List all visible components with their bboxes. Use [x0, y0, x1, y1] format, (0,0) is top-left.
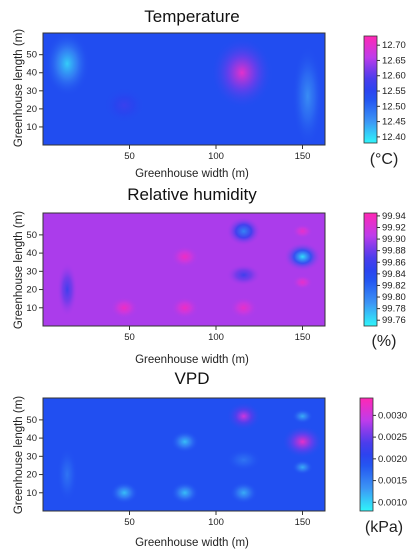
y-tick-label: 30 [26, 86, 37, 97]
y-tick-label: 40 [26, 68, 37, 79]
heatmap-blob [56, 447, 78, 502]
colorbar-tick-label: 0.0025 [378, 432, 407, 443]
colorbar-unit: (kPa) [365, 519, 403, 536]
colorbar-tick-label: 99.90 [382, 234, 406, 245]
colorbar-tick-label: 99.94 [382, 211, 406, 222]
x-tick-label: 150 [295, 517, 311, 528]
y-tick-label: 20 [26, 285, 37, 296]
colorbar [363, 212, 378, 327]
heatmap-blob [110, 296, 139, 319]
heatmap-background [43, 33, 325, 145]
heatmap-blob [171, 245, 199, 268]
x-axis-label: Greenhouse width (m) [135, 168, 249, 180]
heatmap-blob [226, 449, 261, 471]
colorbar-tick-label: 0.0010 [378, 497, 407, 508]
heatmap-blob [292, 45, 324, 145]
colorbar-tick-label: 99.92 [382, 222, 406, 233]
y-tick-label: 50 [26, 415, 37, 426]
heatmap-blob [229, 296, 258, 319]
heatmap-blob [292, 223, 313, 239]
colorbar-tick-label: 99.88 [382, 246, 406, 257]
plot-frame [42, 397, 326, 512]
y-tick-label: 10 [26, 488, 37, 499]
panel-temperature: Temperature Greenhouse width (m) Greenho… [13, 7, 406, 180]
colorbar-unit: (%) [372, 333, 397, 350]
colorbar-tick-label: 99.84 [382, 269, 406, 280]
heatmap-blob [226, 216, 261, 246]
colorbar-tick-label: 12.40 [382, 132, 406, 143]
colorbar-tick-label: 12.70 [382, 40, 406, 51]
colorbar-tick-label: 12.60 [382, 71, 406, 82]
colorbar-tick-label: 99.80 [382, 292, 406, 303]
heatmap-blob [292, 459, 313, 475]
plot-frame [42, 32, 326, 146]
heatmap-blob [56, 262, 78, 317]
y-tick-label: 20 [26, 104, 37, 115]
colorbar-tick-label: 12.55 [382, 86, 406, 97]
colorbar-tick-label: 99.82 [382, 280, 406, 291]
colorbar-tick-label: 12.50 [382, 101, 406, 112]
y-tick-label: 10 [26, 303, 37, 314]
heatmap-blob [226, 264, 261, 286]
panel-title: Temperature [144, 7, 239, 26]
y-axis-label: Greenhouse length (m) [13, 211, 25, 329]
plot-frame [42, 212, 326, 327]
y-axis-label: Greenhouse length (m) [13, 29, 25, 147]
heatmap-blob [210, 36, 274, 109]
heatmap-blob [229, 481, 258, 504]
colorbar-tick-label: 0.0030 [378, 410, 407, 421]
heatmap-blob [110, 481, 139, 504]
heatmap-blob [171, 296, 199, 319]
x-tick-label: 150 [295, 151, 311, 162]
heatmap-blob [283, 242, 322, 272]
colorbar-unit: (°C) [370, 151, 399, 168]
x-axis-label: Greenhouse width (m) [135, 354, 249, 366]
x-tick-label: 100 [208, 332, 224, 343]
panel-title: VPD [175, 369, 210, 388]
x-tick-label: 50 [124, 332, 135, 343]
heatmap-area: 50 100 150 10 20 30 40 50 0.0030 0.0025 0.0020 0.00… [26, 397, 407, 528]
heatmap-blob [226, 401, 261, 431]
x-tick-label: 100 [208, 151, 224, 162]
colorbar-tick-label: 0.0015 [378, 476, 407, 487]
heatmap-area: 50 100 150 10 20 30 40 50 12.40 12.45 12.50 12.55 12… [26, 32, 406, 162]
y-tick-label: 20 [26, 470, 37, 481]
colorbar [363, 35, 378, 144]
heatmap-blob [171, 481, 199, 504]
y-tick-label: 10 [26, 122, 37, 133]
colorbar-tick-label: 12.65 [382, 55, 406, 66]
colorbar-tick-label: 99.76 [382, 315, 406, 326]
heatmap-blob [281, 425, 324, 459]
y-tick-label: 30 [26, 266, 37, 277]
y-tick-label: 40 [26, 433, 37, 444]
x-tick-label: 150 [295, 332, 311, 343]
panel-relative-humidity: Relative humidity Greenhouse width (m) G… [13, 185, 406, 366]
heatmap-blob [171, 430, 199, 453]
panel-title: Relative humidity [127, 185, 257, 204]
heatmap-area: 50 100 150102030405099.9499.9299.9099.8899… [26, 211, 405, 343]
colorbar-tick-label: 12.45 [382, 117, 406, 128]
y-tick-label: 30 [26, 451, 37, 462]
x-tick-label: 100 [208, 517, 224, 528]
heatmap-blob [103, 87, 146, 124]
x-tick-label: 50 [124, 517, 135, 528]
x-tick-label: 50 [124, 151, 135, 162]
colorbar-tick-label: 0.0020 [378, 454, 407, 465]
heatmap-blob [292, 408, 313, 424]
colorbar [359, 397, 374, 512]
heatmap-blob [292, 274, 313, 290]
colorbar-tick-label: 99.78 [382, 304, 406, 315]
colorbar-tick-label: 99.86 [382, 257, 406, 268]
heatmap-blob [44, 33, 90, 97]
x-axis-label: Greenhouse width (m) [135, 537, 249, 549]
y-tick-label: 40 [26, 248, 37, 259]
y-axis-label: Greenhouse length (m) [13, 396, 25, 514]
y-tick-label: 50 [26, 230, 37, 241]
panel-vpd: VPD Greenhouse width (m) Greenhouse leng… [13, 369, 407, 549]
y-tick-label: 50 [26, 50, 37, 61]
